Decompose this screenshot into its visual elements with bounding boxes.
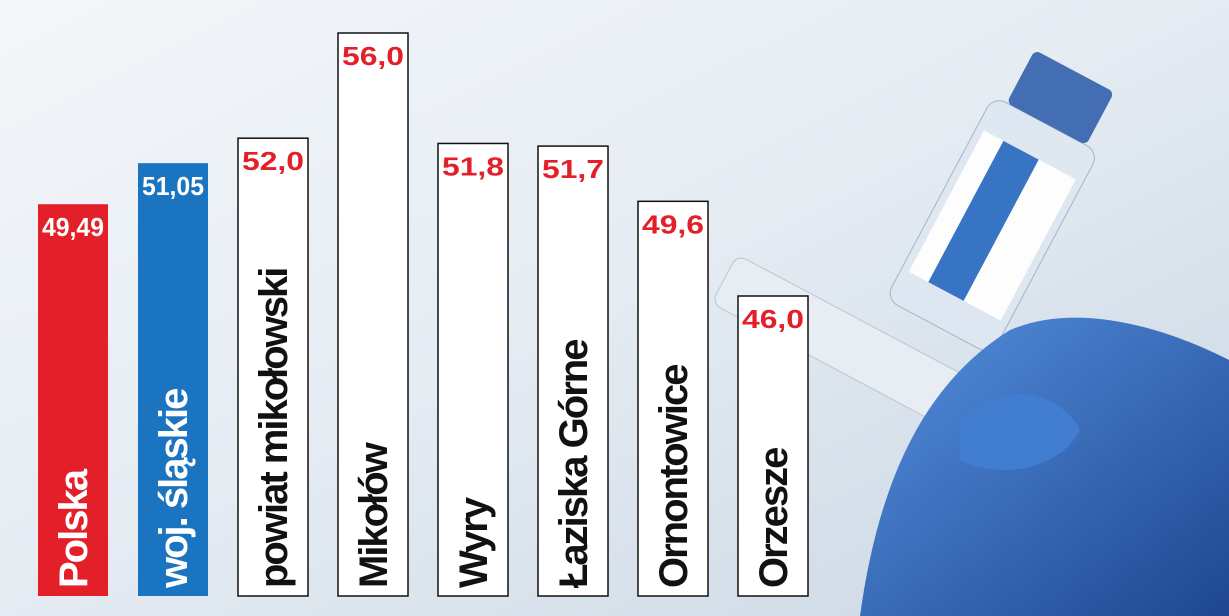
value-label: 51,7 [542, 154, 604, 184]
value-label: 51,05 [142, 171, 204, 201]
category-label: Wyry [452, 496, 496, 588]
value-label: 56,0 [342, 41, 404, 71]
decoration [714, 52, 1229, 616]
bar [637, 200, 709, 597]
value-label: 49,49 [42, 212, 104, 242]
bars: 49,49 Polska 51,05 woj. śląskie 52,0 powiat m… [38, 32, 809, 597]
value-label: 46,0 [742, 304, 804, 334]
value-label: 52,0 [242, 146, 304, 176]
bar [237, 137, 309, 597]
category-label: Mikołów [352, 441, 396, 588]
category-label: Łaziska Górne [552, 340, 596, 588]
bar [737, 295, 809, 597]
bar [437, 142, 509, 597]
value-label: 49,6 [642, 209, 704, 239]
bar [337, 32, 409, 597]
category-label: woj. śląskie [152, 389, 196, 589]
category-label: Ornontowice [652, 365, 696, 588]
bar [138, 163, 208, 596]
category-label: Polska [52, 468, 96, 588]
category-label: powiat mikołowski [252, 269, 296, 588]
bar [537, 145, 609, 597]
value-label: 51,8 [442, 151, 504, 181]
bar [38, 204, 108, 596]
category-label: Orzesze [752, 448, 796, 588]
